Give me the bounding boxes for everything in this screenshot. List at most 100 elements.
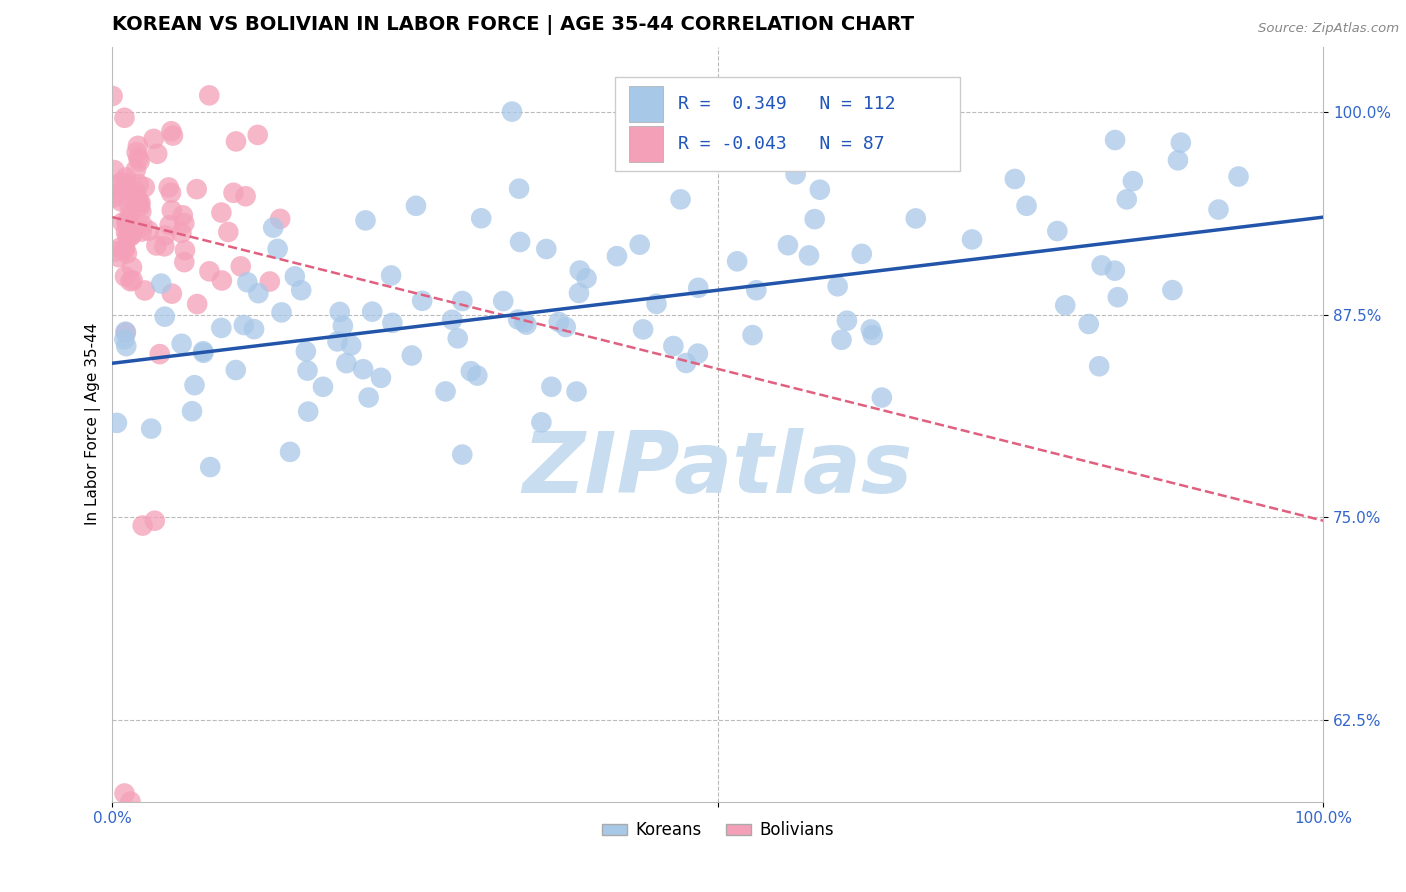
Point: [862, 328, 884, 343]
Point: [803, 212, 825, 227]
Point: [114, 111, 136, 125]
Point: [134, 180, 156, 194]
Point: [540, 380, 562, 394]
Point: [645, 297, 668, 311]
Point: [827, 279, 849, 293]
Point: [284, 269, 307, 284]
Point: [465, 368, 488, 383]
Point: [501, 104, 523, 119]
Point: [606, 249, 628, 263]
Point: [492, 293, 515, 308]
Point: [110, 194, 132, 209]
Point: [835, 314, 858, 328]
Point: [170, 336, 193, 351]
Point: [278, 445, 301, 459]
Point: [117, 229, 139, 244]
Point: [745, 283, 768, 297]
FancyBboxPatch shape: [630, 126, 664, 162]
Point: [114, 325, 136, 339]
Point: [120, 229, 142, 244]
Point: [112, 181, 135, 195]
Point: [688, 281, 710, 295]
Point: [297, 404, 319, 418]
Point: [236, 275, 259, 289]
Point: [411, 293, 433, 308]
Point: [1004, 172, 1026, 186]
Point: [114, 787, 136, 801]
Point: [960, 232, 983, 246]
Point: [128, 178, 150, 192]
Point: [797, 248, 820, 262]
Point: [127, 139, 149, 153]
Point: [515, 318, 537, 332]
Point: [575, 271, 598, 285]
Point: [434, 384, 457, 399]
Point: [686, 346, 709, 360]
Point: [447, 331, 470, 345]
FancyBboxPatch shape: [614, 77, 960, 171]
Point: [270, 305, 292, 319]
Point: [326, 334, 349, 349]
Point: [340, 338, 363, 352]
Point: [173, 255, 195, 269]
Point: [776, 238, 799, 252]
Text: R = -0.043   N = 87: R = -0.043 N = 87: [678, 135, 884, 153]
Point: [851, 247, 873, 261]
Point: [628, 237, 651, 252]
Point: [153, 239, 176, 253]
Point: [198, 264, 221, 278]
Point: [536, 242, 558, 256]
Point: [153, 310, 176, 324]
Point: [129, 204, 152, 219]
Point: [1167, 153, 1189, 168]
Point: [808, 183, 831, 197]
Point: [124, 196, 146, 211]
Point: [246, 128, 269, 142]
Point: [121, 227, 143, 242]
Point: [114, 241, 136, 255]
Point: [124, 184, 146, 198]
Point: [441, 312, 464, 326]
Point: [108, 241, 131, 255]
Point: [104, 244, 127, 259]
Text: ZIPatlas: ZIPatlas: [523, 428, 912, 511]
Point: [211, 273, 233, 287]
Point: [120, 274, 142, 288]
Point: [186, 297, 208, 311]
Point: [125, 188, 148, 202]
Point: [381, 316, 404, 330]
Point: [160, 286, 183, 301]
Point: [859, 322, 882, 336]
Point: [193, 346, 215, 360]
Point: [335, 356, 357, 370]
Point: [225, 363, 247, 377]
Point: [101, 89, 124, 103]
Point: [506, 312, 529, 326]
Point: [115, 225, 138, 239]
Point: [131, 225, 153, 239]
Y-axis label: In Labor Force | Age 35-44: In Labor Force | Age 35-44: [86, 323, 101, 525]
Point: [115, 216, 138, 230]
Point: [1227, 169, 1250, 184]
Point: [128, 154, 150, 169]
Point: [127, 151, 149, 165]
Point: [1054, 298, 1077, 312]
Point: [173, 216, 195, 230]
Point: [120, 795, 142, 809]
Point: [631, 322, 654, 336]
Point: [513, 315, 536, 329]
Point: [174, 243, 197, 257]
Point: [262, 220, 284, 235]
Point: [101, 178, 124, 193]
Point: [146, 146, 169, 161]
Point: [357, 391, 380, 405]
Point: [114, 176, 136, 190]
Point: [1046, 224, 1069, 238]
Point: [451, 448, 474, 462]
Legend: Koreans, Bolivians: Koreans, Bolivians: [595, 814, 841, 847]
Text: KOREAN VS BOLIVIAN IN LABOR FORCE | AGE 35-44 CORRELATION CHART: KOREAN VS BOLIVIAN IN LABOR FORCE | AGE …: [112, 15, 914, 35]
Point: [160, 203, 183, 218]
Point: [380, 268, 402, 283]
Point: [405, 199, 427, 213]
Point: [354, 213, 377, 227]
